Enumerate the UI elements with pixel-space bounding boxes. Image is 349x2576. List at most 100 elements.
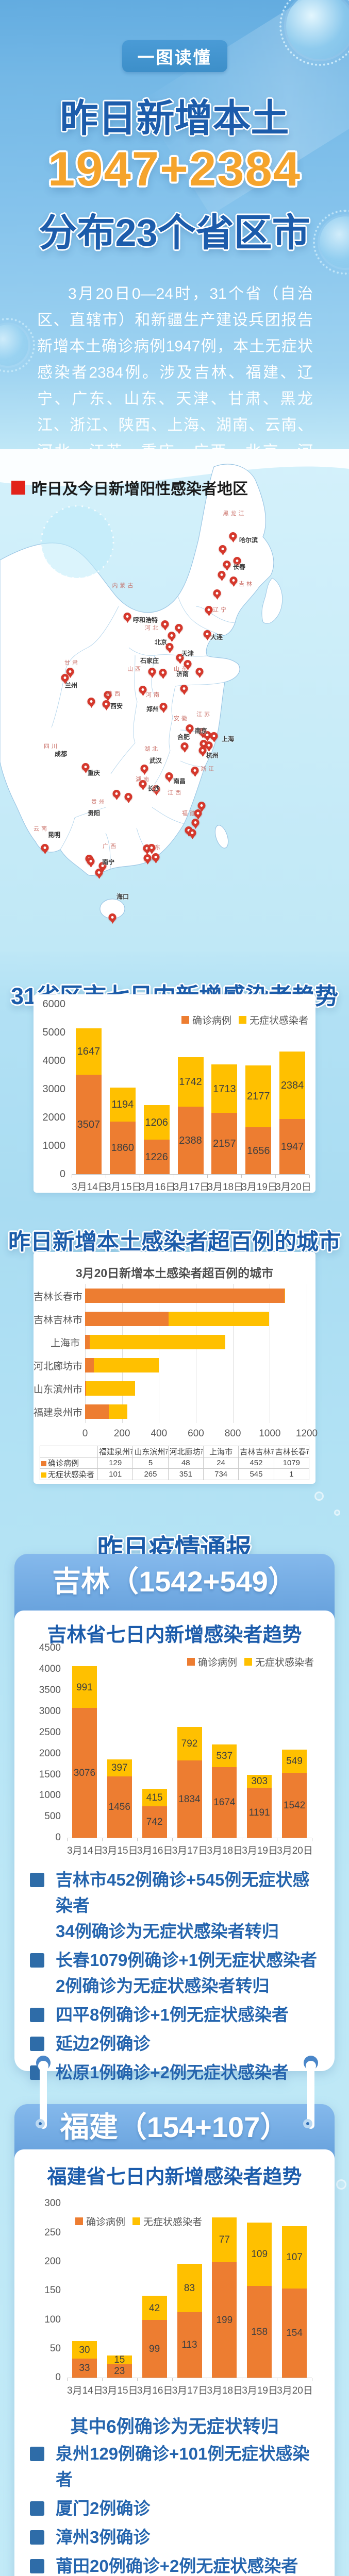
bar-segment	[107, 2364, 132, 2378]
connector-stem	[40, 2061, 47, 2129]
bullet-square-icon	[30, 2501, 44, 2516]
bar-value-label: 1194	[111, 1099, 134, 1111]
jilin-trend-chart: 确诊病例 无症状感染者 4500 4000 3500 3000 2500 2000 1500 10…	[29, 1642, 320, 1864]
location-pin-icon	[176, 654, 184, 664]
legend-item: 无症状感染者	[238, 1013, 308, 1027]
map-province-label: 内蒙古	[112, 583, 136, 589]
map-city-label: 西安	[110, 702, 123, 710]
bar-value-label: 549	[286, 1756, 303, 1767]
bullet-item: 莆田20例确诊+2例无症状感染者	[30, 2553, 321, 2576]
connector-ring-icon	[36, 2056, 51, 2071]
x-axis-label: 3月19日	[241, 1182, 277, 1193]
bar-segment	[85, 1334, 90, 1349]
legend-swatch-icon	[75, 2217, 83, 2225]
bullet-square-icon	[30, 2447, 44, 2461]
bullet-item: 延边2例确诊	[30, 2031, 321, 2057]
bar-segment	[211, 1113, 238, 1174]
bullet-square-icon	[30, 2037, 44, 2051]
map-province-label: 湖南	[136, 776, 151, 783]
location-pin-icon	[218, 571, 226, 581]
bullet-text-wrap: 吉林市452例确诊+545例无症状感染者 34例确诊为无症状感染者转归	[56, 1867, 321, 1944]
bar-value-label: 158	[251, 2326, 268, 2337]
x-axis-label: 3月17日	[172, 2385, 208, 2396]
map-province-label: 浙江	[201, 766, 216, 772]
bar-segment	[282, 1750, 307, 1773]
x-axis-label: 3月20日	[277, 2385, 313, 2396]
table-header-cell: 上海市	[203, 1446, 239, 1458]
bar-segment	[177, 1760, 202, 1838]
chart-legend: 确诊病例 无症状感染者	[181, 1013, 308, 1027]
bullet-text-wrap: 延边2例确诊	[56, 2031, 321, 2057]
fujian-card-title: 福建（154+107）	[60, 2111, 289, 2143]
bullet-text-wrap: 莆田20例确诊+2例无症状感染者	[56, 2553, 321, 2576]
bullet-square-icon	[30, 2008, 44, 2022]
bar-segment	[245, 1065, 272, 1127]
legend-swatch-icon	[238, 1016, 246, 1024]
map-city-label: 兰州	[65, 682, 78, 689]
map-city-label: 哈尔滨	[239, 536, 258, 544]
map-city-label: 海口	[117, 893, 129, 901]
map-city-label: 呼和浩特	[133, 616, 158, 624]
location-pin-icon	[98, 862, 107, 872]
gridline	[232, 1284, 234, 1423]
location-pin-icon	[186, 724, 194, 735]
bar-value-label: 199	[216, 2314, 233, 2326]
table-row: 无症状感染者 101 265 351 734 545 1	[40, 1468, 310, 1480]
top-cities-chart-panel: 3月20日新增本土感染者超百例的城市 0 200 400 600 800 1000 1200…	[34, 1252, 318, 1484]
plot-area: 33 30 23 15 99 42 113 83 199 77 158 109 154 107	[67, 2204, 312, 2378]
bar-segment	[247, 2223, 272, 2286]
bar-value-label: 1456	[108, 1802, 130, 1813]
x-axis-label: 3月20日	[277, 1845, 313, 1856]
location-pin-icon	[41, 844, 49, 854]
axis-tick-icon	[241, 1175, 242, 1178]
map-province-label: 广西	[103, 843, 118, 850]
x-axis-label: 600	[188, 1428, 204, 1439]
map-city-label: 昆明	[48, 831, 61, 839]
jilin-card-header: 吉林（1542+549）	[14, 1554, 335, 1621]
bar-segment	[168, 1311, 270, 1326]
bar-value-label: 303	[251, 1776, 268, 1787]
bar-segment	[177, 1106, 204, 1174]
bar-segment	[107, 2355, 132, 2365]
bar-segment	[247, 2286, 272, 2378]
legend-label: 确诊病例	[197, 1657, 237, 1668]
legend-label: 确诊病例	[86, 2217, 126, 2228]
map-city-label: 石家庄	[140, 657, 159, 665]
plot-area: 3076 991 1456 397 742 415 1834 792 1674 537 1191 30…	[67, 1649, 312, 1838]
chart-title: 3月20日新增本土感染者超百例的城市	[75, 1266, 274, 1280]
gridline	[122, 1284, 123, 1423]
location-pin-icon	[191, 767, 199, 777]
bar-segment	[247, 1774, 272, 1788]
bar-segment	[177, 2264, 202, 2312]
bar-value-label: 1947	[280, 1141, 304, 1153]
bar-segment	[245, 1127, 272, 1174]
map-city-label: 南宁	[102, 858, 115, 866]
bar-value-label: 1206	[145, 1116, 168, 1128]
bar-segment	[142, 2296, 167, 2320]
y-axis-label: 250	[44, 2227, 61, 2238]
bar-segment	[142, 1806, 167, 1838]
map-province-label: 山西	[127, 666, 143, 672]
x-axis-label: 3月16日	[139, 1182, 176, 1193]
table-header-cell: 吉林长春市	[273, 1446, 310, 1458]
section-title-top-cities: 昨日新增本土感染者超百例的城市	[8, 1229, 341, 1255]
bullet-item: 吉林市452例确诊+545例无症状感染者 34例确诊为无症状感染者转归	[30, 1867, 321, 1944]
bar-segment	[143, 1105, 170, 1140]
location-pin-icon	[213, 589, 221, 600]
map-city-label: 成都	[55, 750, 68, 758]
map-province-label: 四川	[44, 743, 59, 750]
jilin-report-card: 吉林（1542+549） 吉林省七日内新增感染者趋势 确诊病例 无症状感染者 450…	[14, 1554, 335, 2082]
bar-value-label: 1713	[213, 1083, 236, 1095]
x-axis-label: 200	[113, 1428, 130, 1439]
y-axis-label: 2000	[42, 1111, 66, 1123]
legend-label: 无症状感染者	[143, 2217, 203, 2228]
location-pin-icon	[159, 703, 168, 713]
jilin-chart-title: 吉林省七日内新增感染者趋势	[47, 1624, 302, 1646]
location-pin-icon	[87, 698, 95, 708]
table-cell: 452	[238, 1457, 274, 1469]
bar-segment	[177, 2312, 202, 2378]
bar-segment	[94, 1358, 159, 1372]
fujian-chart-title: 福建省七日内新增感染者趋势	[47, 2166, 302, 2188]
x-axis-label: 400	[151, 1428, 168, 1439]
